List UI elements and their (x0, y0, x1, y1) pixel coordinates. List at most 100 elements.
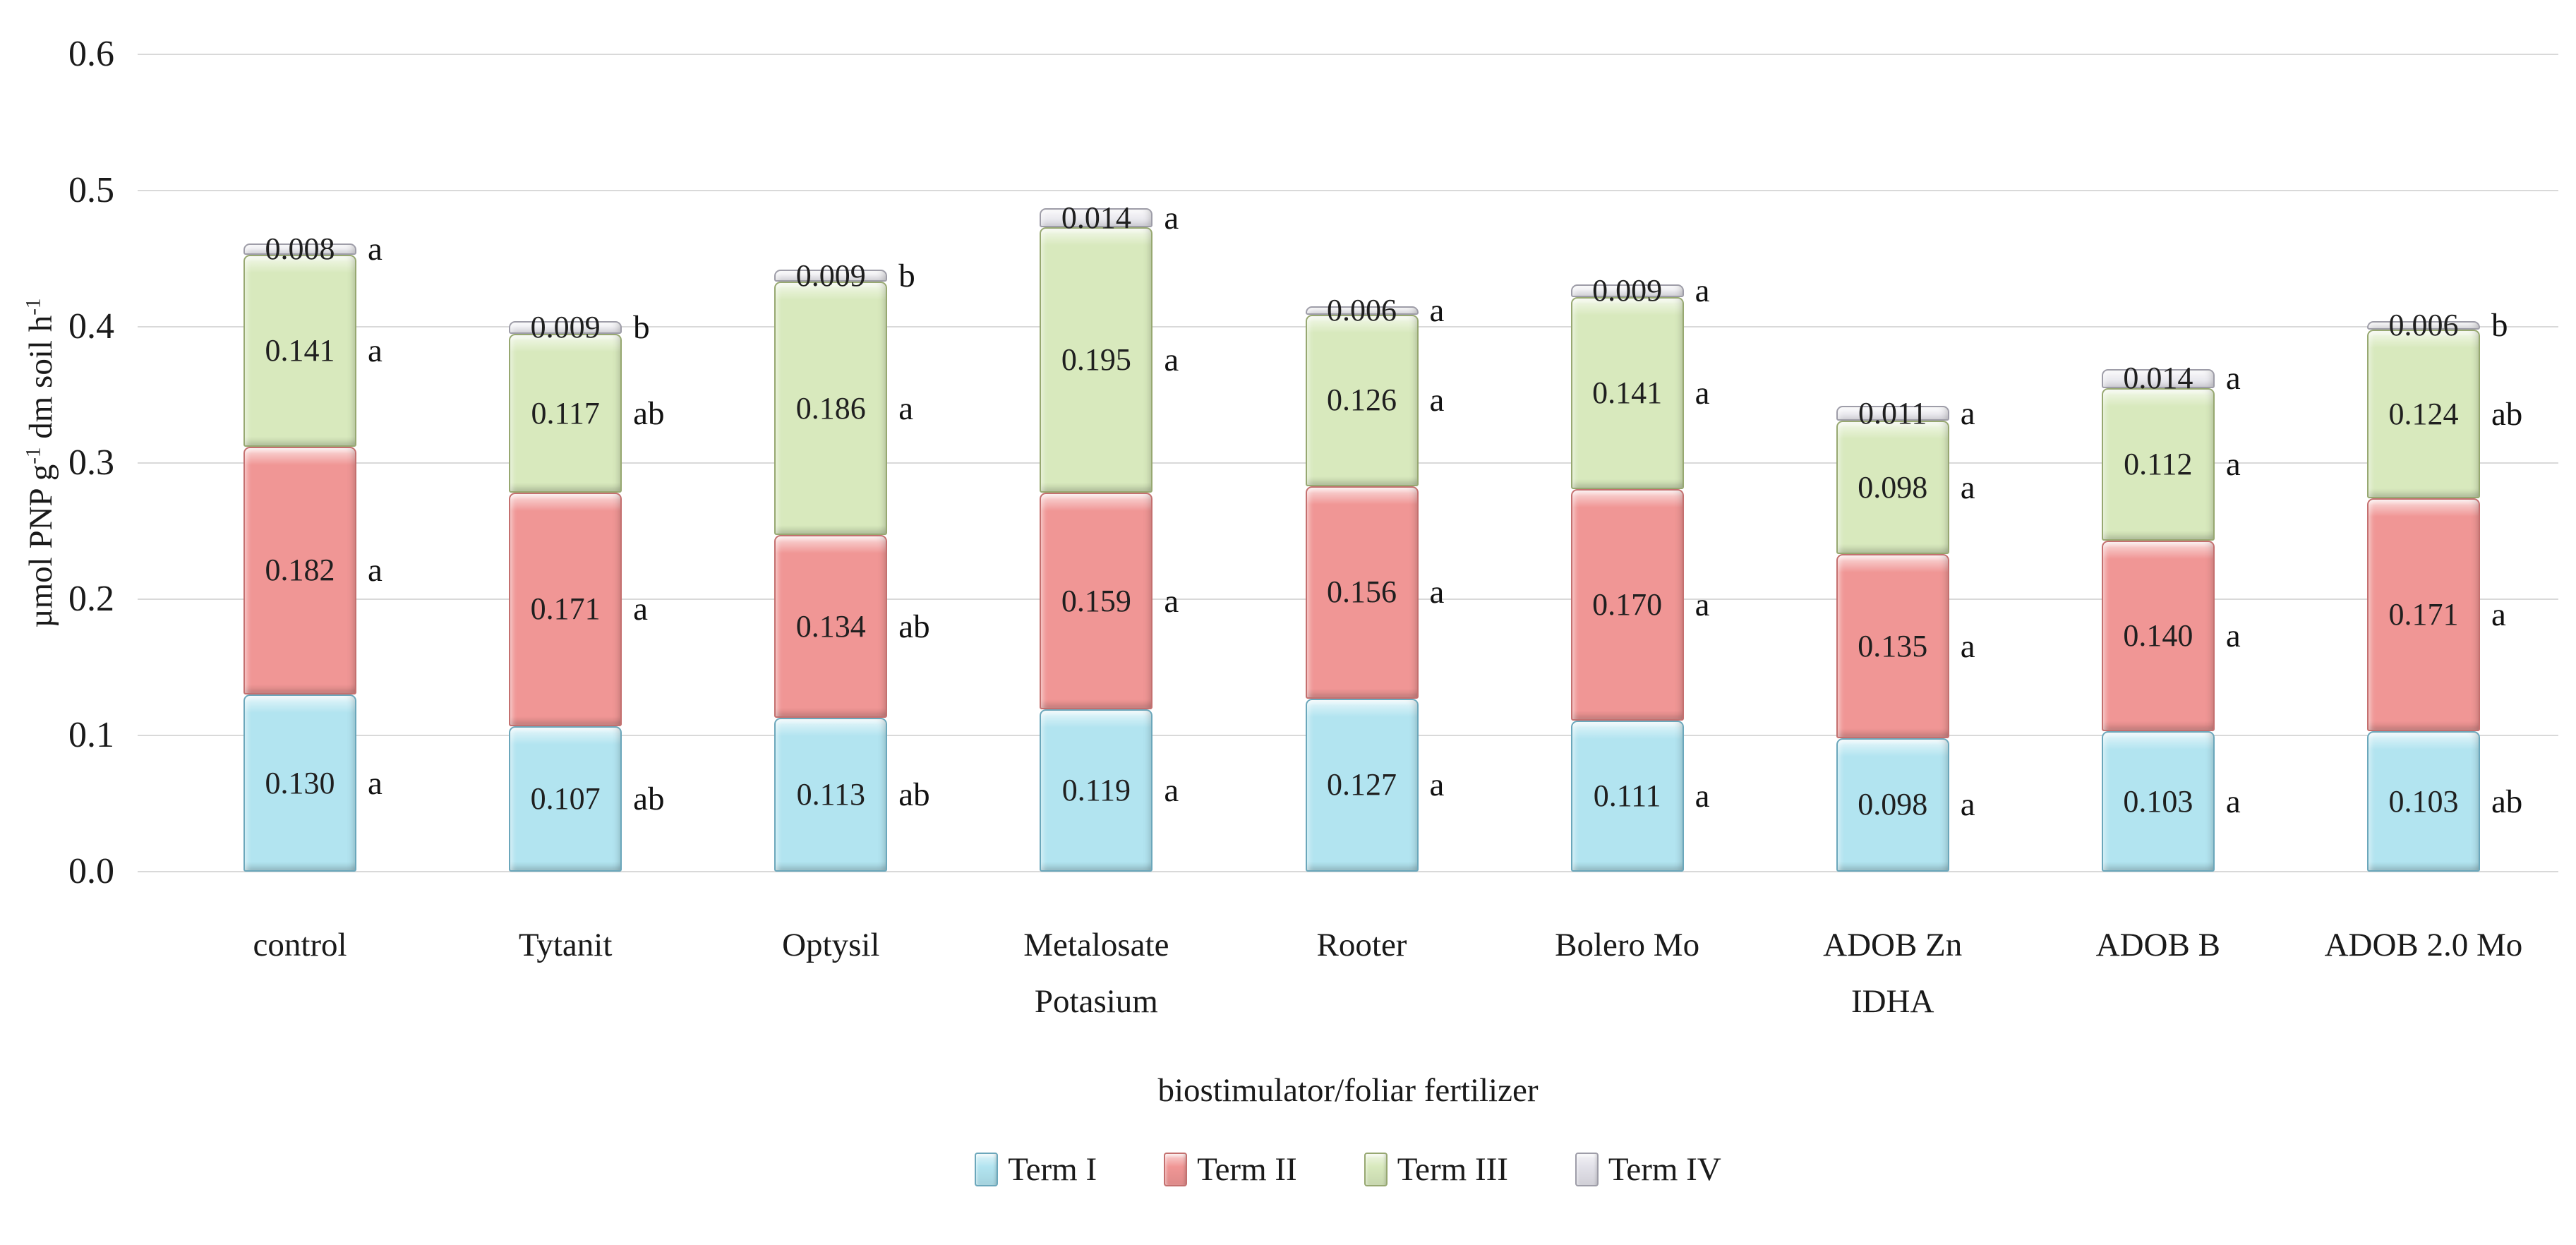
bar-segment: 0.009 a (1570, 273, 1709, 308)
y-tick-label: 0.5 (68, 170, 114, 210)
bar-segment: 0.171 a (2366, 498, 2506, 732)
bar-value-label: 0.103 (2123, 783, 2193, 819)
bar-value-label: 0.130 (265, 765, 335, 800)
bar-value-label: 0.126 (1327, 383, 1397, 418)
significance-letter: a (2225, 360, 2241, 397)
bar-segment: 0.141 a (1570, 296, 1709, 489)
bar-column: 0.113 ab 0.134 ab 0.186 a 0.009 b (774, 258, 930, 872)
gridline (138, 190, 2558, 191)
significance-letter: a (898, 390, 914, 427)
bar-segment: 0.117 ab (509, 333, 665, 493)
bar-segment: 0.186 a (774, 282, 913, 536)
significance-letter: a (1164, 582, 1179, 620)
bar-value-label: 0.009 (1592, 272, 1663, 308)
significance-letter: a (633, 591, 649, 628)
bar-segment: 0.009 b (509, 310, 650, 345)
y-tick-label: 0.6 (68, 34, 114, 74)
significance-letter: a (1960, 469, 1975, 506)
bar-column: 0.119 a 0.159 a 0.195 a 0.014 a (1040, 200, 1179, 872)
bar-segment: 0.107 ab (509, 726, 665, 872)
bar-value-label: 0.014 (2123, 361, 2193, 396)
significance-letter: a (2225, 783, 2241, 820)
bar-segment: 0.113 ab (774, 717, 930, 872)
significance-letter: ab (898, 608, 930, 645)
gridline (138, 54, 2558, 55)
bar-segment: 0.182 a (243, 446, 383, 695)
bar-segment: 0.159 a (1040, 493, 1179, 710)
y-tick-label: 0.0 (68, 851, 114, 891)
bar-value-label: 0.103 (2388, 783, 2459, 819)
legend-item: Term II (1164, 1150, 1297, 1189)
bar-segment: 0.124 ab (2366, 329, 2522, 499)
x-axis-title: biostimulator/foliar fertilizer (1157, 1072, 1539, 1109)
significance-letter: a (1429, 574, 1445, 611)
bar-value-label: 0.141 (265, 332, 335, 368)
y-tick-label: 0.4 (68, 306, 114, 347)
x-axis-labels: control Tytanit Optysil Metalosate Potasium… (167, 918, 2556, 1030)
bar-segment: 0.006 a (1305, 293, 1444, 328)
significance-letter: a (1695, 777, 1710, 814)
x-category-label: Optysil (782, 927, 880, 963)
significance-letter: a (2225, 618, 2241, 655)
bars-layer: 0.130 a 0.182 a 0.141 a 0.008 a 0.107 ab 0.171 a 0.1… (167, 54, 2556, 872)
bar-segment: 0.011 a (1836, 396, 1975, 431)
legend-swatch (1364, 1153, 1388, 1186)
y-axis-ticks: 0.0 0.1 0.2 0.3 0.4 0.5 0.6 (0, 36, 114, 890)
bar-value-label: 0.009 (530, 310, 601, 344)
x-category-label: control (253, 927, 347, 963)
bar-value-label: 0.006 (2388, 308, 2459, 343)
y-tick-label: 0.2 (68, 579, 114, 619)
significance-letter: ab (633, 395, 665, 432)
significance-letter: a (1695, 586, 1710, 623)
bar-value-label: 0.119 (1061, 773, 1131, 808)
legend-swatch (975, 1153, 999, 1186)
legend-label: Term I (1008, 1151, 1097, 1188)
bar-value-label: 0.098 (1858, 787, 1928, 822)
gridline (138, 871, 2558, 872)
significance-letter: ab (898, 776, 930, 813)
significance-letter: a (2491, 596, 2506, 634)
bar-segment: 0.134 ab (774, 535, 930, 718)
bar-value-label: 0.113 (796, 776, 865, 812)
significance-letter: a (368, 764, 383, 802)
legend-label: Term II (1197, 1151, 1297, 1188)
bar-value-label: 0.159 (1061, 583, 1131, 618)
bar-value-label: 0.011 (1858, 395, 1927, 431)
significance-letter: a (2225, 445, 2241, 483)
legend-label: Term III (1397, 1151, 1508, 1188)
bar-segment: 0.098 a (1836, 421, 1975, 555)
bar-value-label: 0.195 (1061, 342, 1131, 378)
significance-letter: a (1960, 786, 1975, 824)
significance-letter: ab (633, 780, 665, 817)
bar-value-label: 0.014 (1061, 200, 1131, 235)
x-category-label: ADOB Zn IDHA (1823, 927, 1963, 1020)
bar-segment: 0.141 a (243, 254, 383, 447)
legend-item: Term IV (1575, 1150, 1721, 1189)
bar-segment: 0.098 a (1836, 738, 1975, 872)
bar-value-label: 0.127 (1327, 767, 1397, 802)
bar-segment: 0.014 a (2101, 361, 2241, 396)
y-tick-label: 0.3 (68, 443, 114, 483)
bar-column: 0.130 a 0.182 a 0.141 a 0.008 a (243, 231, 383, 872)
bar-value-label: 0.170 (1592, 587, 1663, 622)
legend-item: Term I (975, 1150, 1097, 1189)
bar-segment: 0.009 b (774, 258, 915, 294)
significance-letter: b (2491, 307, 2508, 344)
legend: Term I Term II Term III Term IV (138, 1150, 2558, 1189)
bar-segment: 0.171 a (509, 493, 648, 726)
significance-letter: a (1164, 199, 1179, 236)
significance-letter: a (368, 231, 383, 268)
bar-segment: 0.140 a (2101, 541, 2241, 732)
significance-letter: a (1164, 342, 1179, 379)
bar-value-label: 0.098 (1858, 469, 1928, 505)
bar-column: 0.107 ab 0.171 a 0.117 ab 0.009 b (509, 310, 665, 872)
bar-segment: 0.111 a (1570, 720, 1709, 872)
bar-segment: 0.135 a (1836, 554, 1975, 738)
bar-value-label: 0.117 (531, 395, 600, 431)
bar-column: 0.111 a 0.170 a 0.141 a 0.009 a (1570, 273, 1709, 872)
bar-segment: 0.006 b (2366, 308, 2508, 343)
significance-letter: a (1695, 374, 1710, 411)
bar-value-label: 0.156 (1327, 575, 1397, 610)
bar-value-label: 0.009 (795, 258, 866, 293)
significance-letter: a (1695, 272, 1710, 309)
